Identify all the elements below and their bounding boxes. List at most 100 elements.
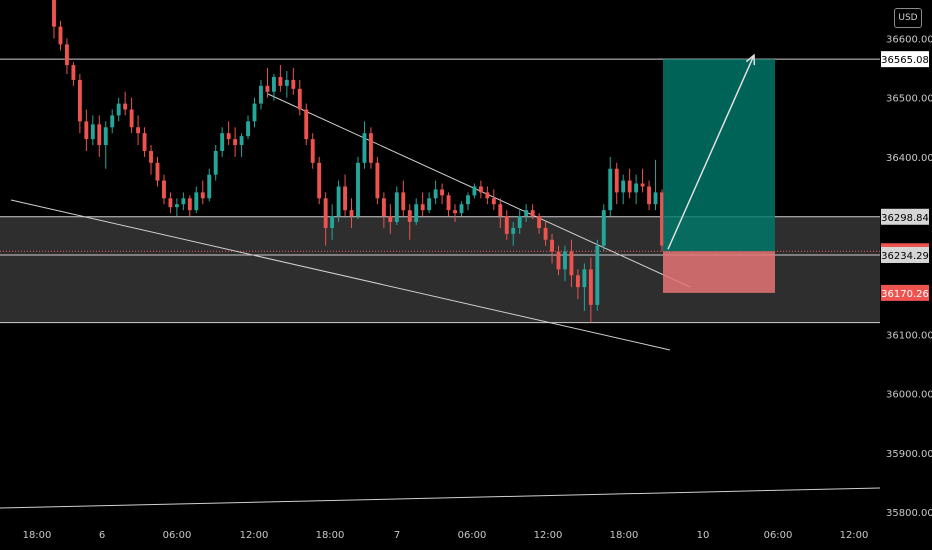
candle-body	[575, 275, 580, 288]
candle-body	[595, 245, 600, 305]
candle-body	[582, 269, 587, 288]
candle	[356, 156, 360, 220]
candle-body	[530, 210, 535, 217]
candle-body	[265, 85, 270, 92]
lower-trendline[interactable]	[10, 199, 671, 351]
candle-body	[414, 204, 419, 222]
candle	[575, 269, 580, 299]
candle	[517, 210, 522, 234]
price-tick-label: 36100.00	[886, 330, 932, 341]
time-tick-label: 18:00	[610, 530, 639, 541]
candle-body	[394, 192, 399, 222]
candle	[427, 192, 432, 214]
candle	[84, 109, 89, 151]
candle	[181, 192, 186, 211]
candle	[569, 239, 574, 288]
price-tick-label: 36000.00	[886, 390, 932, 401]
candle-body	[504, 216, 509, 234]
candle-body	[446, 195, 451, 211]
candle-body	[640, 183, 645, 187]
candle	[317, 156, 322, 205]
candle-body	[569, 251, 574, 276]
candle	[511, 222, 516, 246]
candle	[71, 62, 76, 86]
position-layer[interactable]	[663, 53, 775, 293]
candle-body	[213, 150, 218, 175]
candle-body	[252, 103, 257, 122]
candle	[271, 74, 276, 101]
candle-body	[401, 192, 406, 211]
candle-body	[407, 210, 412, 222]
candle	[297, 79, 302, 116]
candle	[459, 201, 464, 217]
candle	[543, 222, 548, 246]
candle-body	[537, 216, 542, 228]
candle-body	[550, 239, 554, 252]
price-tag: 36234.29	[881, 246, 929, 263]
candle-body	[349, 210, 354, 217]
candle	[485, 186, 490, 205]
candle-body	[162, 180, 166, 199]
price-axis[interactable]: 36600.00 36500.00 36400.00 36100.00 36000.00…	[886, 34, 932, 519]
candle-body	[388, 216, 393, 222]
candle-body	[647, 186, 652, 205]
candle-body	[155, 162, 160, 181]
currency-badge[interactable]: USD	[894, 8, 922, 28]
candle	[336, 180, 341, 222]
candle	[621, 174, 626, 205]
candle-body	[149, 150, 153, 163]
candle-body	[427, 198, 432, 211]
candle	[595, 239, 600, 311]
candle-body	[472, 186, 477, 196]
candle-body	[220, 133, 225, 151]
candle	[220, 127, 225, 157]
price-tag-bg	[881, 51, 929, 68]
candle	[601, 204, 606, 252]
candle	[310, 133, 315, 169]
candle-body	[362, 133, 367, 163]
candle-body	[291, 79, 296, 89]
time-axis[interactable]: 18:00 6 06:00 12:00 18:00 7 06:00 12:00 18:00 10 0…	[23, 530, 869, 541]
candle	[627, 168, 632, 199]
candle	[660, 189, 664, 252]
candle-body	[84, 121, 89, 140]
candle-body	[491, 198, 496, 205]
candle-body	[90, 124, 95, 140]
candle	[640, 168, 645, 193]
candle-body	[304, 109, 309, 140]
candle	[563, 245, 567, 282]
candle	[136, 115, 141, 146]
candle-body	[310, 139, 315, 163]
candle-body	[627, 180, 632, 193]
candle-body	[207, 174, 212, 199]
candle-body	[52, 0, 56, 27]
candle	[608, 156, 613, 217]
candle	[537, 213, 542, 234]
candle-body	[233, 139, 238, 146]
price-tick-label: 35800.00	[886, 508, 932, 519]
candle	[304, 103, 309, 146]
candle	[252, 97, 257, 128]
candle	[343, 174, 348, 217]
candle-body	[58, 26, 63, 45]
candle-body	[634, 183, 639, 193]
candle	[614, 162, 619, 205]
candle-body	[97, 124, 102, 146]
candle-body	[239, 136, 244, 146]
candle-body	[181, 198, 186, 205]
candle	[168, 192, 173, 214]
candle-body	[194, 192, 199, 211]
time-tick-label: 12:00	[840, 530, 869, 541]
candle	[162, 174, 166, 205]
bottom-ray-line[interactable]	[0, 487, 881, 509]
candle-body	[653, 192, 658, 205]
stop-zone	[663, 251, 775, 293]
candle	[550, 233, 554, 264]
candle-body	[343, 186, 348, 211]
candle-body	[103, 127, 108, 146]
price-tag-label: 36170.26	[881, 289, 929, 300]
candle-body	[142, 133, 147, 151]
candle	[187, 195, 192, 217]
candle	[116, 97, 121, 122]
